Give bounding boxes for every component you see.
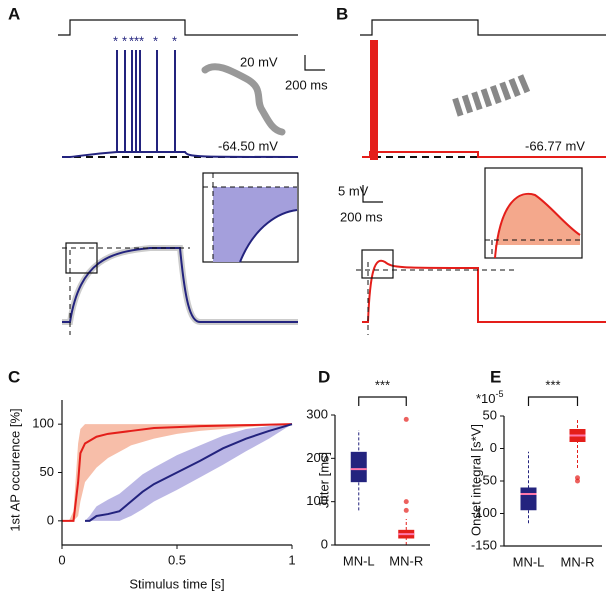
svg-text:*: * [153, 33, 158, 48]
x-tick-label: 0.5 [168, 552, 186, 567]
svg-text:*: * [113, 33, 118, 48]
y-tick-label: 0 [47, 512, 54, 527]
multiplier: *10-5 [476, 389, 504, 406]
y-tick-label: 200 [306, 450, 328, 465]
y-tick-label: 300 [306, 406, 328, 421]
stimulus [58, 19, 298, 36]
svg-text:*: * [139, 33, 144, 48]
panel-label: E [490, 367, 501, 386]
box [520, 487, 537, 511]
zoom-box [65, 242, 98, 274]
outlier [403, 416, 409, 422]
inset-lines [485, 239, 582, 258]
y-label: 1st AP occurence [%] [7, 408, 22, 531]
tail-icon [452, 73, 532, 117]
panel-label: D [318, 367, 330, 386]
y-tick-label: 0 [490, 440, 497, 455]
trace [362, 151, 606, 158]
x-tick-label: MN-L [343, 553, 375, 568]
line [85, 423, 293, 522]
significance-bracket [527, 396, 579, 406]
rest-potential: -66.77 mV [525, 138, 585, 153]
y-tick-label: -100 [471, 505, 497, 520]
spike-burst [370, 40, 378, 160]
band [62, 424, 292, 521]
inset-fill [495, 193, 580, 258]
x-tick-label: MN-R [389, 553, 423, 568]
y-tick-label: 0 [321, 536, 328, 551]
y-tick-label: -50 [478, 472, 497, 487]
x-tick-label: 0 [58, 552, 65, 567]
scale-t: 200 ms [340, 209, 383, 224]
significance: *** [545, 377, 560, 392]
scale-v: 5 mV [338, 183, 369, 198]
inset [484, 167, 583, 259]
panel-label: C [8, 367, 20, 386]
x-tick-label: 1 [288, 552, 295, 567]
outlier [575, 478, 580, 484]
inset-lines [203, 173, 297, 262]
rest-potential: -64.50 mV [218, 138, 278, 153]
scale-t: 200 ms [285, 77, 328, 92]
y-label: Jitter [ms] [316, 452, 331, 508]
stimulus [360, 19, 606, 36]
significance: *** [375, 377, 390, 392]
line [62, 423, 293, 522]
y-tick-label: 100 [306, 493, 328, 508]
y-label: Onset integral [s*V] [468, 424, 483, 536]
y-tick-label: 100 [32, 416, 54, 431]
inset-fill [213, 187, 297, 262]
panel-label: B [336, 4, 348, 23]
inset [202, 172, 299, 263]
scale-v: 20 mV [240, 54, 278, 69]
larva-icon [201, 63, 286, 136]
zoom-box [361, 249, 394, 279]
mean-trace [362, 259, 606, 323]
axes [334, 415, 430, 546]
svg-text:*: * [172, 33, 177, 48]
svg-text:*: * [134, 33, 139, 48]
x-label: Stimulus time [s] [129, 576, 224, 591]
multiplier-base: *10 [476, 391, 496, 406]
y-tick-label: 50 [40, 464, 54, 479]
inset-trace [494, 192, 581, 259]
significance-bracket [358, 396, 407, 406]
panel-label: A [8, 4, 20, 23]
y-tick-label: 50 [483, 407, 497, 422]
x-tick-label: MN-R [561, 554, 595, 569]
mean-trace [62, 247, 298, 323]
multiplier-exp: -5 [496, 389, 504, 399]
axes [503, 416, 602, 547]
trace [62, 50, 299, 158]
box [350, 451, 367, 483]
scale-bar [304, 55, 325, 71]
svg-text:*: * [122, 33, 127, 48]
x-tick-label: MN-L [513, 554, 545, 569]
svg-text:*: * [129, 33, 134, 48]
scale-bar [362, 185, 383, 203]
y-tick-label: -150 [471, 537, 497, 552]
inset-trace [239, 209, 298, 263]
onset-lines [356, 262, 515, 335]
outlier [403, 499, 409, 505]
outlier [403, 507, 409, 513]
spike-markers: * * * * * * * [113, 33, 177, 48]
onset-lines [62, 247, 190, 335]
